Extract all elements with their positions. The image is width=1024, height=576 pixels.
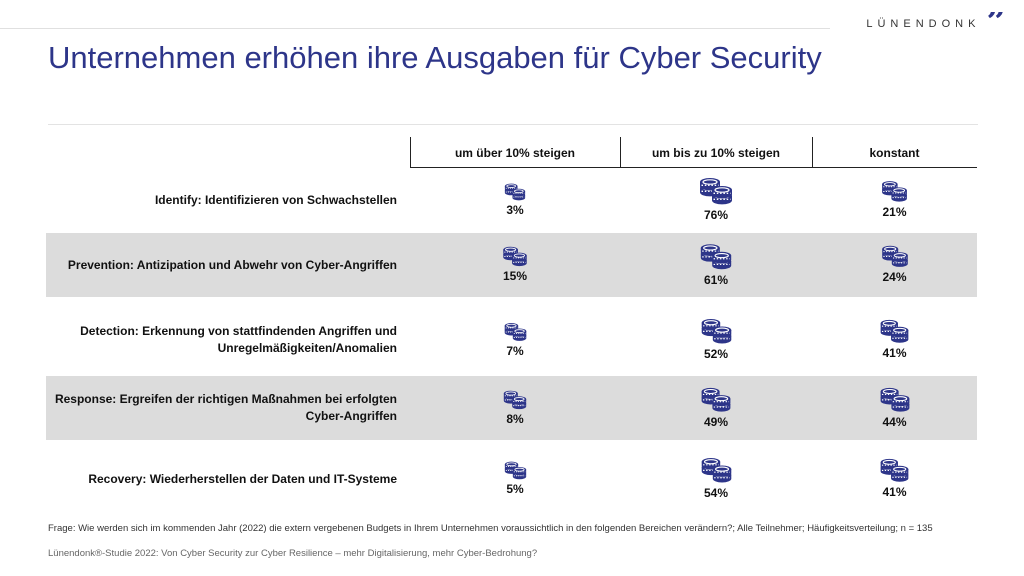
- percentage-value: 41%: [882, 485, 907, 499]
- table-cell: 54%: [620, 447, 812, 511]
- row-label-line: Prevention: Antizipation und Abwehr von …: [67, 257, 397, 272]
- header-rule: [410, 167, 977, 168]
- table-row: Response: Ergreifen der richtigen Maßnah…: [46, 376, 977, 440]
- table-row: Identify: Identifizieren von Schwachstel…: [46, 168, 977, 232]
- brand-logo: LÜNENDONK ”: [866, 12, 1006, 36]
- row-label: Response: Ergreifen der richtigen Maßnah…: [27, 376, 397, 440]
- table-row: Detection: Erkennung von stattfindenden …: [46, 305, 977, 375]
- column-divider: [410, 137, 411, 167]
- percentage-value: 52%: [703, 347, 729, 361]
- brand-name: LÜNENDONK: [866, 18, 981, 30]
- column-divider: [812, 137, 813, 167]
- column-header-constant: konstant: [869, 146, 920, 160]
- column-divider: [620, 137, 621, 167]
- table-cell: 52%: [620, 305, 812, 369]
- coin-stack-icon: [700, 178, 732, 205]
- coin-stack-icon: [504, 183, 526, 201]
- row-label-line: Identify: Identifizieren von Schwachstel…: [154, 192, 397, 207]
- page-title: Unternehmen erhöhen ihre Ausgaben für Cy…: [48, 40, 822, 75]
- percentage-value: 5%: [506, 482, 524, 496]
- coin-stack-icon: [503, 390, 527, 410]
- column-header-up-to-10: um bis zu 10% steigen: [651, 146, 781, 160]
- row-label: Prevention: Antizipation und Abwehr von …: [27, 233, 397, 297]
- table-cell: 76%: [620, 168, 812, 232]
- percentage-value: 44%: [882, 415, 907, 429]
- table-row: Recovery: Wiederherstellen der Daten und…: [46, 447, 977, 511]
- percentage-value: 61%: [703, 273, 729, 287]
- table-cell: 7%: [410, 305, 620, 369]
- row-label: Identify: Identifizieren von Schwachstel…: [27, 168, 397, 232]
- percentage-value: 21%: [882, 205, 907, 219]
- coin-stack-icon: [701, 387, 731, 412]
- table-cell: 44%: [812, 376, 977, 440]
- coin-stack-icon: [504, 323, 526, 341]
- table-cell: 61%: [620, 233, 812, 297]
- brand-quote-mark: ”: [986, 12, 1006, 36]
- row-label-line: Detection: Erkennung von stattfindenden …: [80, 324, 397, 338]
- percentage-value: 49%: [703, 415, 729, 429]
- coin-stack-icon: [701, 458, 731, 483]
- row-label-line: Unregelmäßigkeiten/Anomalien: [217, 341, 397, 355]
- row-label: Detection: Erkennung von stattfindenden …: [27, 305, 397, 375]
- coin-stack-icon: [880, 387, 909, 412]
- coin-stack-icon: [882, 181, 907, 202]
- table-cell: 41%: [812, 447, 977, 511]
- top-rule: [0, 28, 830, 29]
- row-label-line: Cyber-Angriffen: [305, 409, 397, 423]
- percentage-value: 15%: [502, 269, 528, 283]
- title-divider: [48, 124, 978, 125]
- source-note: Lünendonk®-Studie 2022: Von Cyber Securi…: [48, 548, 538, 559]
- coin-stack-icon: [701, 319, 731, 344]
- table-cell: 21%: [812, 168, 977, 232]
- coin-stack-icon: [880, 458, 909, 482]
- table-cell: 3%: [410, 168, 620, 232]
- percentage-value: 41%: [882, 346, 907, 360]
- table-row: Prevention: Antizipation und Abwehr von …: [46, 233, 977, 297]
- percentage-value: 3%: [506, 203, 524, 217]
- table-cell: 24%: [812, 233, 977, 297]
- table-cell: 8%: [410, 376, 620, 440]
- row-label-line: Recovery: Wiederherstellen der Daten und…: [88, 471, 397, 486]
- table-cell: 41%: [812, 305, 977, 369]
- footnote: Frage: Wie werden sich im kommenden Jahr…: [48, 523, 933, 534]
- table-cell: 5%: [410, 447, 620, 511]
- table-cell: 49%: [620, 376, 812, 440]
- percentage-value: 76%: [703, 208, 729, 222]
- coin-stack-icon: [503, 246, 527, 267]
- column-header-over-10: um über 10% steigen: [454, 146, 576, 160]
- table-cell: 15%: [410, 233, 620, 297]
- coin-stack-icon: [881, 245, 908, 267]
- row-label: Recovery: Wiederherstellen der Daten und…: [27, 447, 397, 511]
- coin-stack-icon: [880, 319, 909, 343]
- percentage-value: 24%: [882, 270, 907, 284]
- coin-stack-icon: [700, 244, 732, 270]
- coin-stack-icon: [504, 461, 526, 480]
- percentage-value: 7%: [506, 344, 524, 358]
- row-label-line: Response: Ergreifen der richtigen Maßnah…: [54, 392, 397, 406]
- percentage-value: 54%: [703, 486, 729, 500]
- percentage-value: 8%: [506, 412, 524, 426]
